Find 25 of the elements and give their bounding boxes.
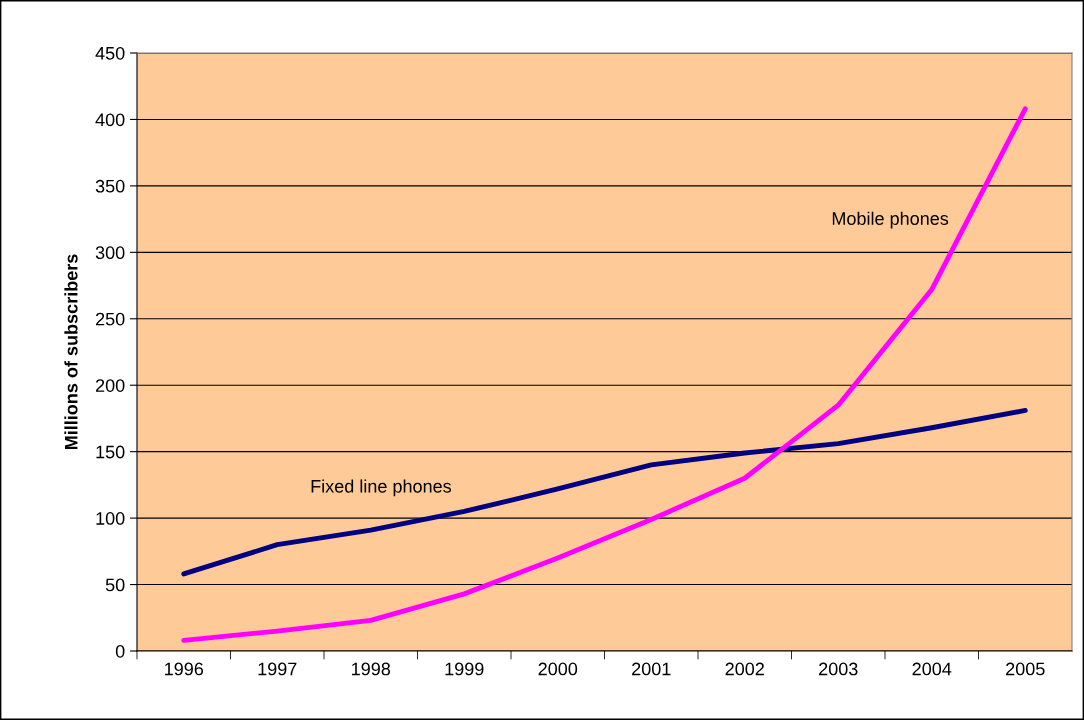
y-tick-label: 300 xyxy=(95,246,125,260)
x-tick-label: 1998 xyxy=(352,662,391,676)
y-tick-label: 250 xyxy=(95,312,125,326)
x-tick-label: 2001 xyxy=(632,662,671,676)
line-series xyxy=(181,106,1028,643)
y-axis-title: Millions of subscribers xyxy=(64,254,78,450)
y-tick-label: 100 xyxy=(96,512,125,525)
y-tick-label: 150 xyxy=(96,445,125,459)
y-tick-label: 50 xyxy=(105,578,125,592)
y-tick-label: 0 xyxy=(115,644,125,658)
x-tick-label: 1996 xyxy=(165,662,204,676)
y-tick-label: 200 xyxy=(95,379,125,392)
x-tick-label: 2002 xyxy=(725,662,764,676)
x-tick-label: 1997 xyxy=(258,662,297,676)
x-tick-label: 2003 xyxy=(819,662,858,676)
x-tick-label: 2005 xyxy=(1006,662,1045,676)
x-tick-label: 2004 xyxy=(912,662,952,676)
x-tick-label: 1999 xyxy=(445,662,484,676)
x-tick-label: 2000 xyxy=(538,662,578,676)
series-label: Fixed line phones xyxy=(311,479,452,497)
line-series xyxy=(181,408,1028,577)
y-tick-label: 400 xyxy=(95,113,125,127)
series-label: Mobile phones xyxy=(832,211,949,229)
y-tick-label: 450 xyxy=(95,46,125,60)
y-tick-label: 350 xyxy=(95,179,125,193)
